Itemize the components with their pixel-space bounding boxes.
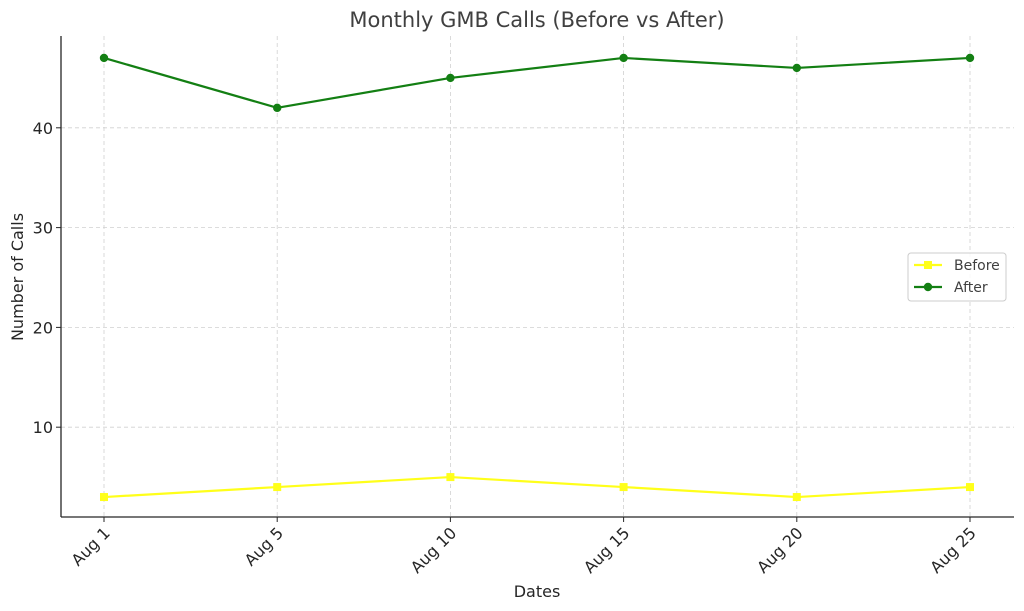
x-axis-ticks: Aug 1 Aug 5 Aug 10 Aug 15 Aug 20 Aug 25 xyxy=(68,517,980,577)
y-tick-label: 30 xyxy=(33,219,53,238)
x-tick-label: Aug 25 xyxy=(926,523,980,577)
legend-marker-before xyxy=(924,261,932,269)
after-point xyxy=(792,63,801,73)
y-axis-label: Number of Calls xyxy=(8,213,27,341)
legend-label-after: After xyxy=(954,280,988,296)
series-layer xyxy=(99,53,975,502)
legend-item-before: Before xyxy=(914,258,1000,274)
x-tick-label: Aug 5 xyxy=(241,523,287,569)
series-before xyxy=(100,473,974,502)
after-point xyxy=(273,103,282,113)
after-point xyxy=(446,73,455,83)
x-axis-label: Dates xyxy=(514,582,561,601)
after-point xyxy=(619,53,628,63)
before-point xyxy=(619,483,628,492)
legend: Before After xyxy=(907,252,1007,302)
before-point xyxy=(273,483,282,492)
x-tick-label: Aug 20 xyxy=(753,523,807,577)
after-line xyxy=(103,56,971,109)
grid xyxy=(61,36,1014,517)
series-after xyxy=(99,53,975,113)
before-point xyxy=(792,493,801,502)
y-tick-label: 40 xyxy=(33,119,53,138)
y-axis-ticks: 10 20 30 40 xyxy=(33,119,61,437)
legend-label-before: Before xyxy=(954,258,1000,274)
axes xyxy=(60,36,1014,518)
y-tick-label: 10 xyxy=(33,418,53,437)
x-tick-label: Aug 10 xyxy=(407,523,461,577)
before-point xyxy=(100,493,108,502)
x-tick-label: Aug 1 xyxy=(68,523,114,569)
legend-item-after: After xyxy=(914,280,988,296)
legend-marker-after xyxy=(923,282,933,292)
x-tick-label: Aug 15 xyxy=(580,523,634,577)
before-point xyxy=(446,473,455,482)
y-tick-label: 20 xyxy=(33,318,53,337)
before-point xyxy=(966,483,974,492)
after-point xyxy=(965,53,975,63)
before-line xyxy=(103,475,971,499)
chart-title: Monthly GMB Calls (Before vs After) xyxy=(349,8,724,32)
after-point xyxy=(99,53,109,63)
